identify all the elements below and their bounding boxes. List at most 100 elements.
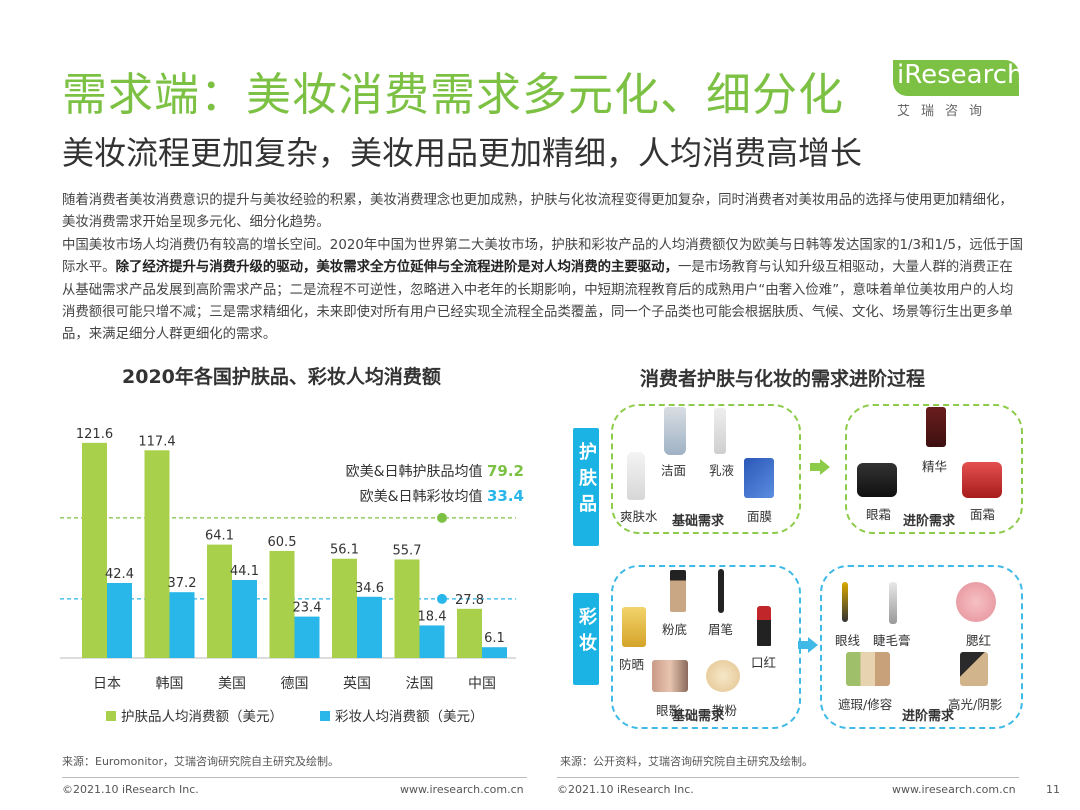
footer-url-left: www.iresearch.com.cn xyxy=(400,783,524,796)
data-label-makeup-3: 23.4 xyxy=(293,601,322,616)
data-label-skincare-3: 60.5 xyxy=(268,535,297,550)
reference-label-0: 欧美&日韩护肤品均值 79.2 xyxy=(346,462,524,480)
reference-value-1: 33.4 xyxy=(487,487,524,505)
sunscreen-product-icon xyxy=(622,607,646,647)
makeup-advanced-label: 进阶需求 xyxy=(902,709,955,725)
skincare-arrow-icon xyxy=(810,459,830,475)
bar-skincare-5 xyxy=(394,559,420,658)
makeup-item-loose-powder: 散粉 xyxy=(712,703,738,718)
x-tick-label-6: 中国 xyxy=(468,676,496,692)
bar-skincare-4 xyxy=(332,558,357,658)
x-tick-label-5: 法国 xyxy=(406,676,434,692)
reference-label-1: 欧美&日韩彩妆均值 33.4 xyxy=(360,487,524,505)
data-label-makeup-0: 42.4 xyxy=(105,567,134,582)
footer-divider-right xyxy=(557,777,1019,778)
makeup-basic-box xyxy=(611,565,801,729)
skincare-item-eye-cream: 眼霜 xyxy=(866,507,892,522)
skincare-tab: 护肤品 xyxy=(573,428,599,546)
data-label-skincare-5: 55.7 xyxy=(393,543,422,558)
bar-makeup-1 xyxy=(169,592,195,658)
body-text: 随着消费者美妆消费意识的提升与美妆经验的积累，美妆消费理念也更加成熟，护肤与化妆… xyxy=(62,190,1024,347)
x-tick-label-0: 日本 xyxy=(93,676,121,692)
iresearch-logo: iResearch 艾瑞咨询 xyxy=(893,60,1028,122)
data-label-makeup-5: 18.4 xyxy=(418,609,447,624)
reference-marker-0 xyxy=(437,512,447,523)
skincare-item-serum: 精华 xyxy=(922,459,948,474)
skincare-item-toner: 爽肤水 xyxy=(620,509,658,524)
bar-makeup-3 xyxy=(294,616,320,658)
makeup-item-blush: 腮红 xyxy=(966,633,992,648)
logo-brand-text: iResearch xyxy=(897,60,1024,90)
makeup-basic-label: 基础需求 xyxy=(672,709,725,725)
skincare-tab-label: 护肤品 xyxy=(576,442,597,520)
process-source-note: 来源：公开资料，艾瑞咨询研究院自主研究及绘制。 xyxy=(560,755,813,768)
x-tick-label-3: 德国 xyxy=(281,676,309,692)
data-label-skincare-4: 56.1 xyxy=(330,543,359,558)
data-label-skincare-6: 27.8 xyxy=(455,593,484,608)
legend-label-0: 护肤品人均消费额（美元） xyxy=(121,709,283,725)
bar-makeup-4 xyxy=(357,596,382,658)
process-title: 消费者护肤与化妆的需求进阶过程 xyxy=(640,368,926,390)
logo-background xyxy=(893,60,1019,96)
x-tick-label-2: 美国 xyxy=(218,676,246,692)
page-subtitle: 美妆流程更加复杂，美妆用品更加精细，人均消费高增长 xyxy=(62,134,863,172)
makeup-item-eyebrow-pencil: 眉笔 xyxy=(708,622,734,637)
bar-makeup-6 xyxy=(482,647,507,658)
paragraph-2-rest: 一是市场教育与认知升级互相驱动，大量人群的消费正在从基础需求产品发展到高阶需求产… xyxy=(62,260,1014,343)
page-number: 11 xyxy=(1046,783,1060,796)
legend-swatch-0 xyxy=(106,711,116,721)
mask-product-icon xyxy=(744,458,774,498)
bar-skincare-1 xyxy=(144,450,170,658)
footer-url-right: www.iresearch.com.cn xyxy=(892,783,1016,796)
logo-sub-text: 艾瑞咨询 xyxy=(897,104,994,119)
x-tick-label-4: 英国 xyxy=(343,675,371,692)
bar-skincare-6 xyxy=(457,608,482,658)
lipstick-product-icon xyxy=(757,606,771,646)
skincare-item-lotion: 乳液 xyxy=(709,463,735,478)
bar-skincare-2 xyxy=(207,544,232,658)
footer-divider-left xyxy=(62,777,527,778)
makeup-tab: 彩妆 xyxy=(573,593,599,685)
data-label-makeup-6: 6.1 xyxy=(484,631,505,646)
face-cream-product-icon xyxy=(962,462,1002,498)
makeup-item-eyeliner: 眼线 xyxy=(835,633,861,648)
bar-skincare-0 xyxy=(82,442,107,658)
paragraph-2-intro: 中国美妆市场人均消费仍有较高的增长空间。2020年中国为世界第二大美妆市场，护肤… xyxy=(62,237,1023,276)
bar-makeup-2 xyxy=(232,579,257,658)
chart-source-note: 来源：Euromonitor，艾瑞咨询研究院自主研究及绘制。 xyxy=(62,755,339,768)
data-label-skincare-0: 121.6 xyxy=(76,427,113,442)
eye-cream-product-icon xyxy=(857,463,897,497)
makeup-item-foundation: 粉底 xyxy=(662,622,688,637)
skincare-item-cleanser: 洁面 xyxy=(661,463,687,478)
makeup-item-eyeshadow: 眼影 xyxy=(656,703,682,718)
skincare-advanced-label: 进阶需求 xyxy=(903,514,956,530)
loose-powder-product-icon xyxy=(706,660,740,692)
skincare-item-face-cream: 面霜 xyxy=(970,507,996,522)
data-label-skincare-1: 117.4 xyxy=(138,434,175,449)
legend-label-1: 彩妆人均消费额（美元） xyxy=(335,709,484,725)
skincare-item-mask: 面膜 xyxy=(747,509,773,524)
foundation-product-icon xyxy=(670,570,686,612)
skincare-advanced-box xyxy=(845,404,1023,534)
eyebrow-pencil-product-icon xyxy=(718,569,724,613)
data-label-skincare-2: 64.1 xyxy=(205,529,234,544)
skincare-basic-box xyxy=(611,404,801,534)
cleanser-product-icon xyxy=(664,407,686,455)
x-tick-label-1: 韩国 xyxy=(156,676,184,692)
chart-title: 2020年各国护肤品、彩妆人均消费额 xyxy=(122,366,441,388)
footer-copyright-left: ©2021.10 iResearch Inc. xyxy=(62,783,199,796)
page-title: 需求端：美妆消费需求多元化、细分化 xyxy=(62,68,845,121)
data-label-makeup-4: 34.6 xyxy=(355,581,384,596)
footer-copyright-right: ©2021.10 iResearch Inc. xyxy=(557,783,694,796)
makeup-item-concealer-contour: 遮瑕/修容 xyxy=(838,697,893,712)
mascara-product-icon xyxy=(889,582,897,624)
concealer-palette-product-icon xyxy=(846,652,890,686)
legend-swatch-1 xyxy=(320,711,330,721)
paragraph-2-bold: 除了经济提升与消费升级的驱动，美妆需求全方位延伸与全流程进阶是对人均消费的主要驱… xyxy=(115,260,678,276)
eyeliner-product-icon xyxy=(842,582,848,622)
per-capita-spending-chart: 121.6 42.4 日本 117.4 37.2 韩国 64.1 44.1 美国 60.5 23.4… xyxy=(60,427,524,725)
eyeshadow-product-icon xyxy=(652,660,688,692)
reference-marker-1 xyxy=(437,593,447,604)
makeup-item-highlight-shadow: 高光/阴影 xyxy=(948,697,1003,712)
skincare-basic-label: 基础需求 xyxy=(672,514,725,530)
